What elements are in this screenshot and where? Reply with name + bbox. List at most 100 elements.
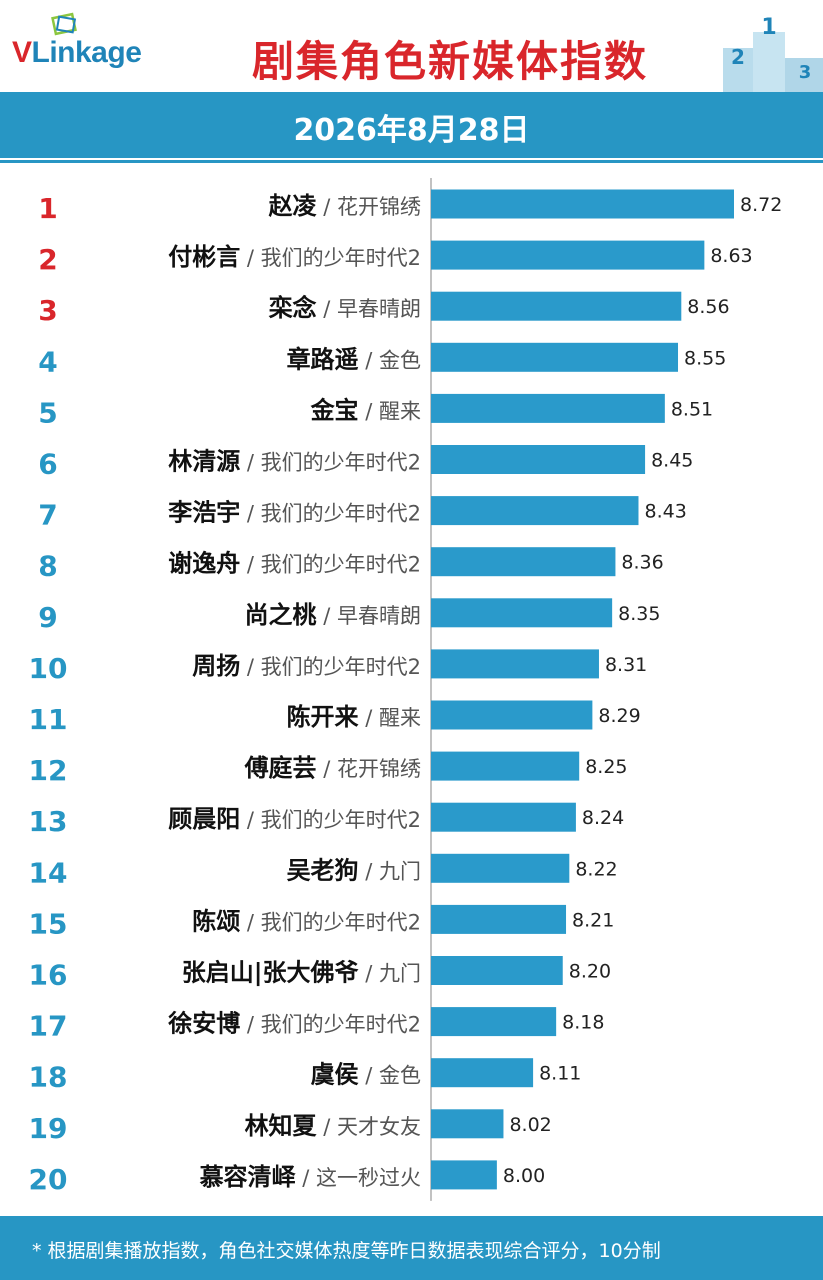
- bar: [431, 751, 580, 781]
- value-label: 8.51: [671, 398, 713, 420]
- drama-title: / 金色: [359, 1064, 421, 1088]
- rank-label: 1: [38, 192, 57, 225]
- rank-label: 2: [38, 243, 57, 276]
- category-label: 栾念 / 早春晴朗: [268, 294, 421, 322]
- podium-icon: 2 1 3: [723, 15, 823, 92]
- drama-title: / 我们的少年时代2: [240, 553, 421, 577]
- character-name: 章路遥: [287, 345, 359, 373]
- category-label: 慕容清峄 / 这一秒过火: [200, 1163, 421, 1191]
- category-label: 吴老狗 / 九门: [287, 856, 421, 884]
- category-label: 林清源 / 我们的少年时代2: [168, 448, 421, 476]
- character-name: 吴老狗: [287, 856, 359, 884]
- rank-label: 20: [29, 1163, 68, 1196]
- footer-note: * 根据剧集播放指数，角色社交媒体热度等昨日数据表现综合评分，10分制: [32, 1240, 661, 1262]
- character-name: 顾晨阳: [168, 805, 240, 833]
- rank-label: 11: [29, 703, 68, 736]
- rank-label: 18: [29, 1061, 68, 1094]
- character-name: 谢逸舟: [168, 550, 240, 578]
- chart-date: 2026年8月28日: [293, 113, 530, 148]
- rank-label: 8: [38, 550, 57, 583]
- bar: [431, 700, 593, 730]
- vlinkage-logo: VLinkage: [12, 36, 142, 70]
- value-label: 8.22: [575, 858, 617, 880]
- category-label: 周扬 / 我们的少年时代2: [192, 652, 421, 680]
- value-label: 8.72: [740, 194, 782, 216]
- logo-mark-icon: [51, 12, 77, 36]
- rank-label: 3: [38, 294, 57, 327]
- character-name: 林知夏: [245, 1112, 318, 1140]
- category-label: 傅庭芸 / 花开锦绣: [244, 754, 421, 782]
- character-name: 栾念: [268, 294, 317, 322]
- character-name: 付彬言: [168, 243, 240, 271]
- drama-title: / 我们的少年时代2: [240, 655, 421, 679]
- category-label: 顾晨阳 / 我们的少年时代2: [168, 805, 421, 833]
- category-label: 林知夏 / 天才女友: [245, 1112, 421, 1140]
- drama-title: / 我们的少年时代2: [240, 808, 421, 832]
- category-label: 虞侯 / 金色: [311, 1061, 421, 1089]
- bar: [431, 291, 682, 321]
- character-name: 徐安博: [167, 1010, 240, 1038]
- category-label: 金宝 / 醒来: [310, 396, 421, 424]
- character-name: 尚之桃: [245, 601, 317, 629]
- bar: [431, 496, 639, 526]
- character-name: 慕容清峄: [200, 1163, 297, 1191]
- drama-title: / 我们的少年时代2: [240, 1013, 421, 1037]
- bar: [431, 547, 616, 577]
- character-name: 傅庭芸: [244, 754, 317, 782]
- category-label: 章路遥 / 金色: [287, 345, 421, 373]
- drama-title: / 花开锦绣: [317, 195, 421, 219]
- svg-text:1: 1: [761, 15, 776, 40]
- logo-linkage: Linkage: [31, 36, 142, 69]
- value-label: 8.25: [585, 756, 627, 778]
- date-band: 2026年8月28日: [0, 92, 823, 158]
- value-label: 8.31: [605, 654, 647, 676]
- rank-label: 9: [38, 601, 57, 634]
- drama-title: / 我们的少年时代2: [240, 910, 421, 934]
- drama-title: / 九门: [359, 962, 421, 986]
- bar: [431, 853, 570, 883]
- category-label: 赵凌 / 花开锦绣: [268, 192, 421, 220]
- page-title: 剧集角色新媒体指数: [251, 37, 648, 86]
- rank-label: 4: [38, 345, 57, 378]
- character-name: 李浩宇: [168, 499, 240, 527]
- value-label: 8.45: [651, 450, 693, 472]
- drama-title: / 我们的少年时代2: [240, 246, 421, 270]
- character-name: 陈开来: [287, 703, 360, 731]
- bar: [431, 598, 613, 628]
- rank-label: 14: [29, 856, 68, 889]
- bar: [431, 1058, 534, 1088]
- character-name: 虞侯: [311, 1061, 359, 1089]
- bar: [431, 904, 567, 934]
- rank-label: 6: [38, 448, 57, 481]
- bar: [431, 445, 646, 474]
- drama-title: / 早春晴朗: [317, 604, 421, 628]
- value-label: 8.56: [687, 296, 729, 318]
- ranking-bar-chart: 1 赵凌 / 花开锦绣 8.72 2 付彬言 / 我们的少年时代2 8.63 3 栾念 / 早…: [29, 178, 782, 1201]
- bar: [431, 1109, 504, 1139]
- drama-title: / 天才女友: [317, 1115, 421, 1139]
- divider: [0, 160, 823, 163]
- svg-text:3: 3: [799, 62, 812, 83]
- rank-label: 15: [29, 907, 68, 940]
- category-label: 张启山|张大佛爷 / 九门: [182, 959, 421, 987]
- category-label: 尚之桃 / 早春晴朗: [245, 601, 421, 629]
- svg-text:2: 2: [731, 45, 745, 69]
- value-label: 8.24: [582, 807, 624, 829]
- bar: [431, 240, 705, 270]
- rank-label: 19: [29, 1112, 68, 1145]
- value-label: 8.18: [562, 1012, 604, 1034]
- bar: [431, 802, 576, 832]
- category-label: 陈颂 / 我们的少年时代2: [192, 907, 421, 935]
- drama-title: / 早春晴朗: [317, 297, 421, 321]
- footer-band: * 根据剧集播放指数，角色社交媒体热度等昨日数据表现综合评分，10分制: [0, 1216, 823, 1280]
- rank-label: 16: [29, 959, 68, 992]
- character-name: 赵凌: [268, 192, 318, 220]
- drama-title: / 醒来: [359, 706, 421, 730]
- value-label: 8.29: [598, 705, 640, 727]
- character-name: 林清源: [168, 448, 240, 476]
- bar: [431, 956, 563, 985]
- drama-title: / 醒来: [359, 399, 421, 423]
- bar: [431, 393, 665, 423]
- rank-label: 7: [38, 499, 57, 532]
- rank-label: 5: [38, 396, 57, 429]
